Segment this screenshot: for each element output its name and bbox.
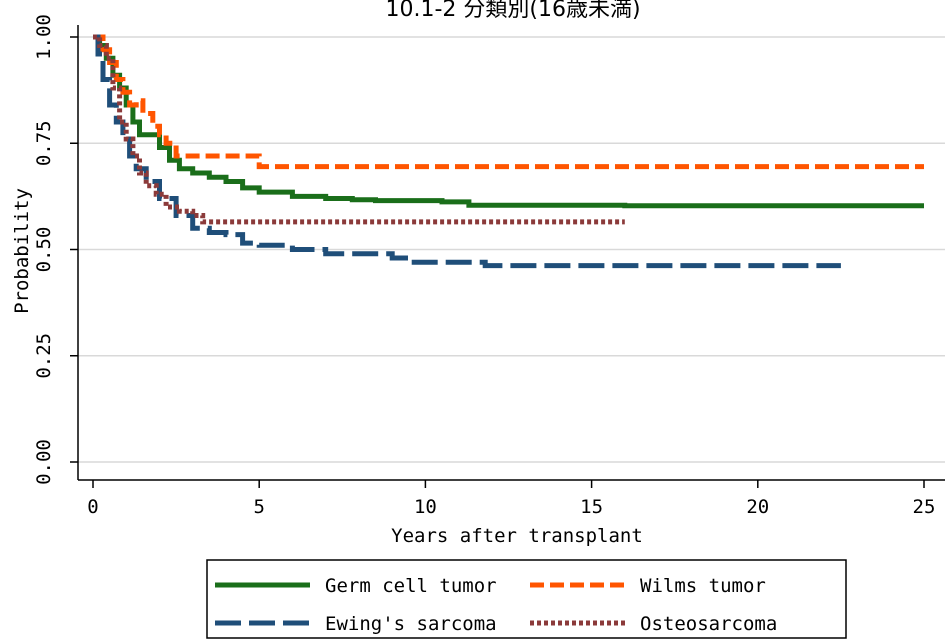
legend-box <box>206 559 847 639</box>
legend-label: Ewing's sarcoma <box>325 613 497 635</box>
series-line-germ-cell-tumor <box>93 34 924 209</box>
y-tick-label: 0.25 <box>33 333 55 379</box>
x-tick-label: 20 <box>746 496 769 518</box>
legend: Germ cell tumor Wilms tumor Ewing's sarcom… <box>206 559 847 639</box>
x-tick-label: 0 <box>87 496 98 518</box>
x-tick-label: 25 <box>913 496 936 518</box>
series-line-ewing-s-sarcoma <box>93 34 841 269</box>
axes <box>77 25 945 481</box>
gridlines <box>78 36 945 463</box>
legend-label: Germ cell tumor <box>325 575 497 597</box>
y-tick-label: 0.50 <box>33 227 55 273</box>
y-tick-label: 0.75 <box>33 120 55 166</box>
chart-title: 10.1-2 分類別(16歳未満) <box>385 0 640 22</box>
y-ticks: 0.00 0.25 0.50 0.75 1.00 <box>33 14 78 485</box>
x-tick-label: 15 <box>580 496 603 518</box>
legend-label: Osteosarcoma <box>640 613 777 635</box>
x-tick-label: 5 <box>253 496 264 518</box>
x-axis-title: Years after transplant <box>391 525 643 547</box>
x-tick-label: 10 <box>414 496 437 518</box>
y-axis-title: Probability <box>11 188 33 314</box>
y-tick-label: 0.00 <box>33 439 55 485</box>
series-line-wilms-tumor <box>93 34 924 170</box>
legend-label: Wilms tumor <box>640 575 766 597</box>
y-tick-label: 1.00 <box>33 14 55 60</box>
series-lines <box>93 34 924 269</box>
series-line-osteosarcoma <box>93 34 625 225</box>
x-ticks: 0 5 10 15 20 25 <box>87 480 935 518</box>
